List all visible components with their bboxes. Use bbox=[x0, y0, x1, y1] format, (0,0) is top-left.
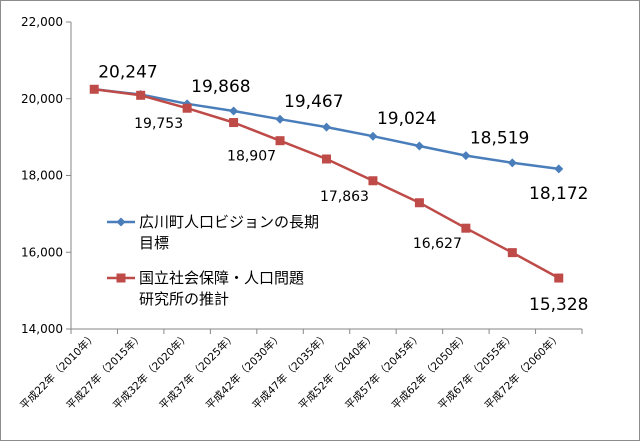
legend-label-1: 目標 bbox=[139, 234, 169, 252]
series-1-point bbox=[322, 122, 331, 132]
series-1-point bbox=[461, 151, 471, 161]
legend-label-1: 広川町人口ビジョンの長期 bbox=[139, 213, 319, 231]
data-label-series-1: 18,172 bbox=[529, 184, 588, 204]
y-tick-label: 14,000 bbox=[21, 322, 63, 336]
data-label-series-1: 19,868 bbox=[191, 77, 250, 97]
series-2-point bbox=[229, 118, 239, 128]
series-2-point bbox=[461, 223, 471, 233]
series-2-point bbox=[368, 176, 378, 186]
series-2-point bbox=[322, 154, 331, 164]
x-tick-label: 平成52年（2040年） bbox=[296, 330, 378, 412]
legend-swatch-marker-1 bbox=[116, 217, 126, 227]
x-tick-label: 平成42年（2030年） bbox=[203, 330, 285, 412]
y-tick-label: 16,000 bbox=[21, 245, 63, 259]
x-tick-label: 平成47年（2035年） bbox=[250, 330, 332, 412]
data-label-series-1: 18,519 bbox=[470, 129, 529, 149]
y-tick-label: 18,000 bbox=[21, 169, 63, 183]
data-labels: 20,247 19,868 19,467 19,024 18,519 18,172 19,7… bbox=[98, 62, 588, 315]
series-1-point bbox=[368, 131, 378, 141]
series-1-point bbox=[229, 106, 239, 116]
y-axis-ticks: 14,000 16,000 18,000 20,000 22,000 bbox=[21, 15, 71, 336]
series-2-point bbox=[89, 84, 99, 94]
series-2-point bbox=[507, 248, 517, 258]
series-2-point bbox=[182, 103, 192, 113]
data-label-series-1: 19,024 bbox=[377, 109, 436, 129]
series-group bbox=[89, 84, 564, 283]
legend-swatch-marker-2 bbox=[116, 273, 126, 283]
x-tick-label: 平成22年（2010年） bbox=[17, 330, 99, 412]
data-label-series-1: 19,467 bbox=[284, 92, 343, 112]
data-label-series-2: 17,863 bbox=[320, 189, 369, 205]
series-2-point bbox=[136, 90, 146, 100]
x-tick-label: 平成27年（2015年） bbox=[64, 330, 146, 412]
series-2-point bbox=[414, 198, 424, 208]
x-tick-label: 平成72年（2060年） bbox=[482, 330, 564, 412]
series-2-point bbox=[554, 273, 564, 283]
x-axis-ticks: 平成22年（2010年）平成27年（2015年）平成32年（2020年）平成37… bbox=[17, 329, 583, 412]
x-tick-label: 平成62年（2050年） bbox=[389, 330, 471, 412]
series-1-point bbox=[554, 164, 564, 174]
data-label-series-2: 15,328 bbox=[529, 295, 588, 315]
y-tick-label: 22,000 bbox=[21, 15, 63, 29]
x-tick-label: 平成32年（2020年） bbox=[110, 330, 192, 412]
data-label-series-1: 20,247 bbox=[98, 62, 157, 82]
x-tick-label: 平成57年（2045年） bbox=[342, 330, 424, 412]
legend-label-2: 研究所の推計 bbox=[139, 290, 229, 308]
series-2-point bbox=[275, 136, 285, 146]
x-tick-label: 平成37年（2025年） bbox=[157, 330, 239, 412]
series-1-point bbox=[414, 141, 424, 151]
y-tick-label: 20,000 bbox=[21, 92, 63, 106]
series-1-point bbox=[275, 114, 285, 124]
series-1-point bbox=[507, 158, 517, 168]
data-label-series-2: 16,627 bbox=[413, 236, 462, 252]
data-label-series-2: 19,753 bbox=[134, 116, 183, 132]
x-tick-label: 平成67年（2055年） bbox=[435, 330, 517, 412]
data-label-series-2: 18,907 bbox=[227, 149, 276, 165]
legend-label-2: 国立社会保障・人口問題 bbox=[139, 269, 304, 287]
